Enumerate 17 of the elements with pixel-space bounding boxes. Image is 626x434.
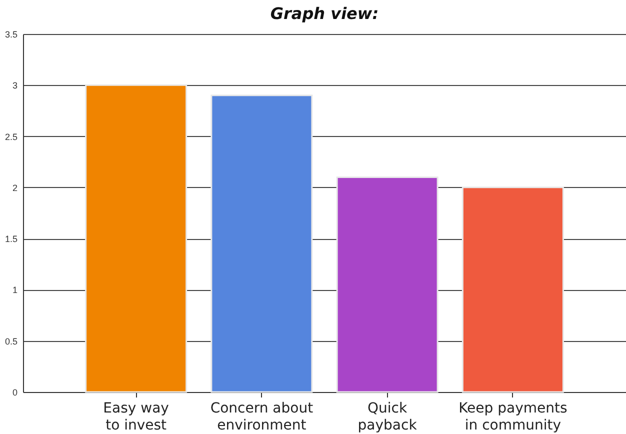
x-tick-label: Quick payback (358, 400, 418, 434)
bar (462, 186, 564, 393)
bar (336, 176, 438, 393)
y-tick-label: 0 (12, 388, 18, 398)
y-tick-label: 1.5 (4, 234, 18, 244)
y-tick-label: 3.5 (4, 30, 18, 40)
x-tick-label: Concern about environment (210, 400, 314, 434)
y-tick-label: 1 (12, 285, 18, 296)
x-tick-label: Keep payments in community (458, 400, 568, 434)
x-tick-label: Easy way to invest (103, 400, 169, 434)
y-tick-label: 2 (12, 182, 18, 193)
y-tick-label: 2.5 (4, 132, 18, 142)
y-tick-label: 0.5 (4, 336, 18, 346)
chart-title: Graph view: (270, 4, 379, 23)
y-tick-label: 3 (12, 80, 18, 91)
bar (210, 94, 313, 393)
bar (85, 84, 188, 393)
